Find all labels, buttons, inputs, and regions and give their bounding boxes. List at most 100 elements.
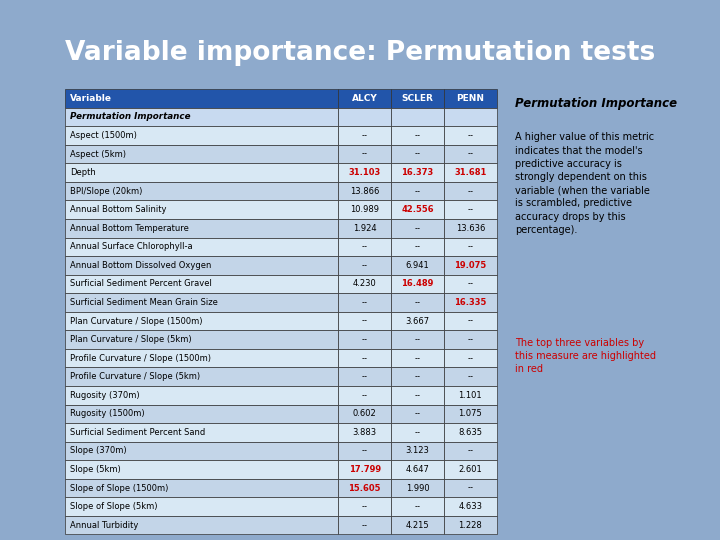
Text: 2.601: 2.601 [459, 465, 482, 474]
Bar [65, 460, 338, 479]
Text: --: -- [415, 428, 420, 437]
Bar [391, 256, 444, 275]
Text: Slope (5km): Slope (5km) [70, 465, 120, 474]
Text: Profile Curvature / Slope (5km): Profile Curvature / Slope (5km) [70, 372, 200, 381]
Bar [391, 423, 444, 442]
Text: Surficial Sediment Percent Gravel: Surficial Sediment Percent Gravel [70, 279, 212, 288]
Text: 1.101: 1.101 [459, 391, 482, 400]
Text: 13.866: 13.866 [350, 187, 379, 195]
Bar [338, 442, 391, 460]
Text: Surficial Sediment Mean Grain Size: Surficial Sediment Mean Grain Size [70, 298, 217, 307]
Text: --: -- [467, 447, 473, 455]
Text: Annual Turbidity: Annual Turbidity [70, 521, 138, 530]
Text: --: -- [467, 131, 473, 140]
Bar [338, 126, 391, 145]
Text: Variable importance: Permutation tests: Variable importance: Permutation tests [65, 40, 655, 66]
Bar [65, 404, 338, 423]
Text: --: -- [415, 502, 420, 511]
Bar [65, 126, 338, 145]
Text: 4.647: 4.647 [405, 465, 430, 474]
Bar [391, 386, 444, 404]
Bar [391, 349, 444, 367]
Bar [391, 442, 444, 460]
Text: --: -- [415, 242, 420, 251]
Bar [65, 349, 338, 367]
Text: --: -- [361, 316, 368, 326]
Text: --: -- [415, 391, 420, 400]
Bar [338, 330, 391, 349]
Bar [444, 442, 497, 460]
Text: Slope (370m): Slope (370m) [70, 447, 127, 455]
Bar [444, 126, 497, 145]
Text: --: -- [361, 447, 368, 455]
Bar [391, 516, 444, 535]
Text: --: -- [467, 316, 473, 326]
Text: --: -- [361, 335, 368, 344]
Bar [338, 163, 391, 182]
Text: SCLER: SCLER [402, 94, 433, 103]
Bar [444, 89, 497, 107]
Text: --: -- [415, 354, 420, 363]
Bar [391, 126, 444, 145]
Text: Slope of Slope (5km): Slope of Slope (5km) [70, 502, 158, 511]
Text: --: -- [467, 279, 473, 288]
Bar [444, 312, 497, 330]
Bar [444, 293, 497, 312]
Bar [444, 516, 497, 535]
Text: The top three variables by
this measure are highlighted
in red: The top three variables by this measure … [515, 338, 656, 374]
Bar [391, 219, 444, 238]
Bar [444, 256, 497, 275]
Text: --: -- [467, 205, 473, 214]
Text: Rugosity (370m): Rugosity (370m) [70, 391, 140, 400]
Bar [338, 460, 391, 479]
Bar [338, 89, 391, 107]
Text: A higher value of this metric
indicates that the model's
predictive accuracy is
: A higher value of this metric indicates … [515, 132, 654, 235]
Text: 19.075: 19.075 [454, 261, 487, 270]
Bar [338, 349, 391, 367]
Text: --: -- [415, 298, 420, 307]
Bar [65, 516, 338, 535]
Text: Annual Bottom Dissolved Oxygen: Annual Bottom Dissolved Oxygen [70, 261, 211, 270]
Text: Aspect (1500m): Aspect (1500m) [70, 131, 137, 140]
Text: 3.123: 3.123 [405, 447, 430, 455]
Bar [65, 442, 338, 460]
Text: Permutation Importance: Permutation Importance [515, 97, 677, 110]
Text: 31.681: 31.681 [454, 168, 487, 177]
Bar [65, 238, 338, 256]
Bar [391, 238, 444, 256]
Text: 8.635: 8.635 [459, 428, 482, 437]
Bar [391, 275, 444, 293]
Text: Aspect (5km): Aspect (5km) [70, 150, 126, 159]
Bar [338, 293, 391, 312]
Text: --: -- [467, 187, 473, 195]
Bar [65, 367, 338, 386]
Bar [338, 275, 391, 293]
Bar [65, 312, 338, 330]
Text: Annual Bottom Temperature: Annual Bottom Temperature [70, 224, 189, 233]
Bar [391, 182, 444, 200]
Text: 4.230: 4.230 [353, 279, 377, 288]
Text: 16.335: 16.335 [454, 298, 487, 307]
Bar [65, 219, 338, 238]
Bar [65, 200, 338, 219]
Bar [444, 107, 497, 126]
Text: --: -- [415, 187, 420, 195]
Text: --: -- [415, 409, 420, 418]
Bar [65, 423, 338, 442]
Text: --: -- [361, 391, 368, 400]
Bar [65, 293, 338, 312]
Text: 17.799: 17.799 [348, 465, 381, 474]
Bar [391, 497, 444, 516]
Bar [65, 330, 338, 349]
Bar [338, 200, 391, 219]
Text: --: -- [361, 354, 368, 363]
Bar [444, 275, 497, 293]
Text: --: -- [467, 150, 473, 159]
Bar [444, 330, 497, 349]
Text: --: -- [361, 242, 368, 251]
Bar [338, 219, 391, 238]
Text: --: -- [415, 224, 420, 233]
Bar [338, 404, 391, 423]
Text: Plan Curvature / Slope (5km): Plan Curvature / Slope (5km) [70, 335, 192, 344]
Text: --: -- [415, 150, 420, 159]
